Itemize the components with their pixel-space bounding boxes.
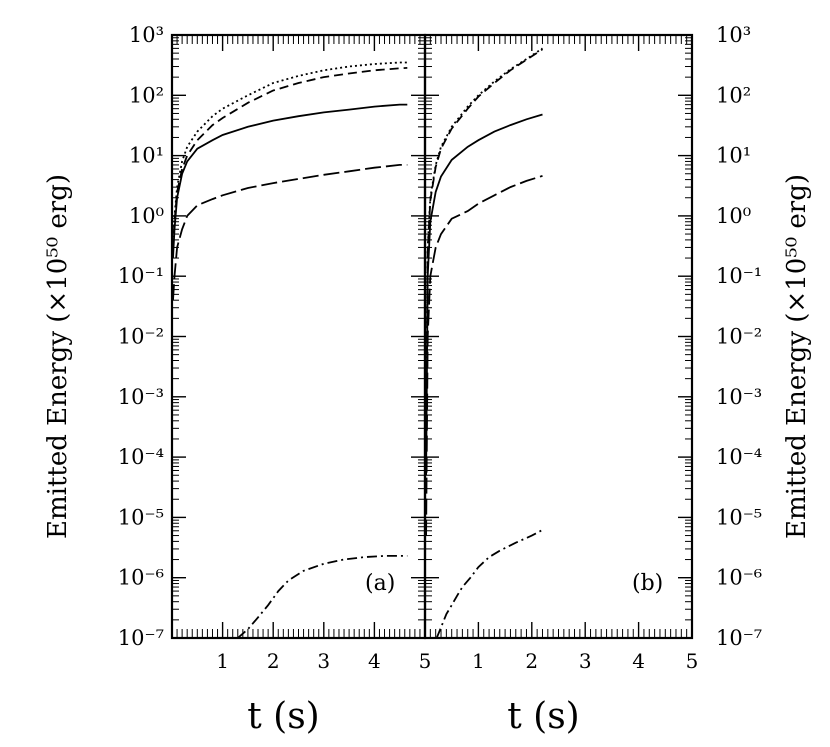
- panel-a-y-tick-labels: 10⁻⁷ 10⁻⁶ 10⁻⁵ 10⁻⁴ 10⁻³ 10⁻² 10⁻¹ 10⁰ 10¹ 10² 10³: [118, 23, 164, 650]
- panel-b: 10⁻⁷ 10⁻⁶ 10⁻⁵ 10⁻⁴ 10⁻³ 10⁻² 10⁻¹ 10⁰ 10¹ 10² 10³…: [423, 23, 812, 737]
- x-tick-label: 3: [579, 649, 592, 673]
- y-tick-label: 10⁻²: [716, 325, 762, 349]
- y-tick-label: 10⁻⁷: [716, 626, 762, 650]
- series-line-solid: [425, 113, 543, 476]
- y-tick-label: 10³: [716, 23, 751, 47]
- series-line-dashed: [425, 48, 543, 439]
- series-line-dash-dot: [435, 529, 543, 639]
- panel-b-ticks: [424, 34, 693, 639]
- y-tick-label: 10⁻⁵: [118, 505, 164, 529]
- y-tick-label: 10¹: [129, 144, 164, 168]
- series-line-long-dash: [425, 175, 543, 536]
- panel-a-curves: [172, 61, 408, 639]
- y-tick-label: 10⁰: [716, 204, 751, 228]
- y-tick-label: 10⁻¹: [716, 264, 762, 288]
- x-tick-label: 1: [472, 649, 485, 673]
- panel-a-frame: [170, 33, 427, 640]
- panel-a-x-axis-title: t (s): [247, 696, 319, 737]
- series-line-dotted: [172, 61, 408, 248]
- panel-b-y-axis-title: Emitted Energy (×10⁵⁰ erg): [782, 174, 812, 539]
- y-tick-label: 10⁻¹: [118, 264, 164, 288]
- panel-b-x-tick-labels: 1 2 3 4 5: [472, 649, 698, 673]
- x-tick-label: 2: [267, 649, 280, 673]
- panel-b-label: (b): [632, 571, 663, 596]
- panel-b-y-tick-labels: 10⁻⁷ 10⁻⁶ 10⁻⁵ 10⁻⁴ 10⁻³ 10⁻² 10⁻¹ 10⁰ 10¹ 10² 10³: [716, 23, 762, 650]
- y-tick-label: 10⁻³: [118, 385, 164, 409]
- y-tick-label: 10⁻⁷: [118, 626, 164, 650]
- y-tick-label: 10⁰: [129, 204, 164, 228]
- y-tick-label: 10⁻⁴: [118, 445, 164, 469]
- panel-a-label: (a): [365, 571, 395, 596]
- y-tick-label: 10²: [129, 83, 164, 107]
- panel-a-y-axis-title: Emitted Energy (×10⁵⁰ erg): [43, 174, 73, 539]
- x-tick-label: 4: [632, 649, 645, 673]
- y-tick-label: 10⁻³: [716, 385, 762, 409]
- series-line-solid: [172, 103, 408, 259]
- y-tick-label: 10⁻⁵: [716, 505, 762, 529]
- x-tick-label: 2: [525, 649, 538, 673]
- y-tick-label: 10²: [716, 83, 751, 107]
- y-tick-label: 10⁻²: [118, 325, 164, 349]
- x-tick-label: 1: [216, 649, 229, 673]
- x-tick-label: 4: [368, 649, 381, 673]
- y-tick-label: 10⁻⁶: [716, 566, 762, 590]
- series-line-dotted: [425, 47, 543, 429]
- panel-a-ticks: [171, 34, 426, 639]
- panel-a-x-tick-labels: 1 2 3 4 5: [216, 649, 431, 673]
- series-line-dashed: [172, 67, 408, 248]
- x-tick-label: 5: [419, 649, 432, 673]
- panel-a: 10⁻⁷ 10⁻⁶ 10⁻⁵ 10⁻⁴ 10⁻³ 10⁻² 10⁻¹ 10⁰ 10¹ 10² 10³…: [43, 23, 431, 737]
- series-line-dash-dot: [237, 555, 408, 639]
- series-line-long-dash: [172, 163, 408, 301]
- y-tick-label: 10¹: [716, 144, 751, 168]
- panel-b-curves: [425, 47, 543, 639]
- x-tick-label: 5: [686, 649, 699, 673]
- panel-b-x-axis-title: t (s): [507, 696, 579, 737]
- y-tick-label: 10⁻⁴: [716, 445, 762, 469]
- x-tick-label: 3: [317, 649, 330, 673]
- panel-b-frame: [423, 33, 694, 640]
- y-tick-label: 10³: [129, 23, 164, 47]
- y-tick-label: 10⁻⁶: [118, 566, 164, 590]
